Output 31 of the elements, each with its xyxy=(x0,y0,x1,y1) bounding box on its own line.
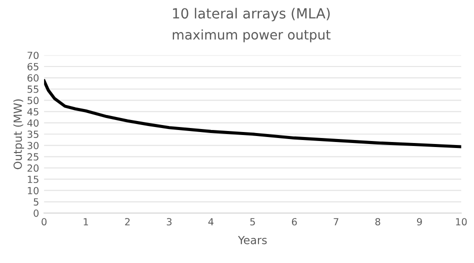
chart-title: 10 lateral arrays (MLA) xyxy=(173,8,330,22)
y-tick-label: 40 xyxy=(27,119,39,127)
y-tick-label: 60 xyxy=(28,74,39,82)
y-tick-label: 55 xyxy=(28,86,38,93)
y-tick-label: 0 xyxy=(34,210,39,217)
y-tick-label: 45 xyxy=(27,108,38,116)
x-tick-label: 5 xyxy=(250,218,255,226)
x-tick-label: 8 xyxy=(375,218,380,226)
x-tick-label: 2 xyxy=(125,218,130,226)
x-tick-label: 4 xyxy=(208,218,214,226)
y-tick-label: 35 xyxy=(28,130,38,138)
chart-subtitle: maximum power output xyxy=(172,29,330,42)
line-series xyxy=(44,79,462,148)
x-tick-label: 7 xyxy=(334,218,338,226)
y-tick-label: 10 xyxy=(28,186,39,194)
x-tick-label: 0 xyxy=(42,218,47,226)
y-tick-label: 70 xyxy=(28,52,39,60)
x-tick-label: 9 xyxy=(417,218,422,226)
y-tick-label: 50 xyxy=(28,96,39,104)
x-tick-label: 1 xyxy=(84,218,88,226)
x-tick-label: 6 xyxy=(292,218,297,226)
x-tick-label: 3 xyxy=(166,218,172,226)
x-tick-label: 10 xyxy=(456,218,467,226)
y-tick-label: 20 xyxy=(28,164,39,172)
x-axis-title: Years xyxy=(238,236,267,244)
y-tick-label: 15 xyxy=(28,176,38,184)
y-tick-label: 30 xyxy=(28,142,39,150)
y-tick-label: 65 xyxy=(28,62,38,70)
y-tick-label: 25 xyxy=(28,153,38,161)
y-tick-label: 5 xyxy=(34,198,38,206)
y-axis-title: Output (MW) xyxy=(13,99,24,170)
